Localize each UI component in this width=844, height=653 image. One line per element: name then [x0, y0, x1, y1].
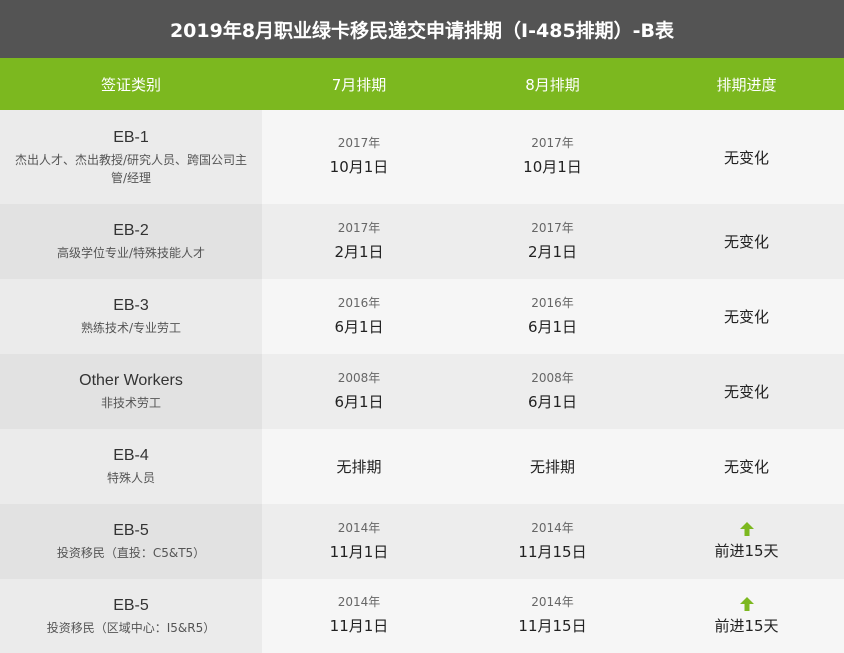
- july-year: 2014年: [337, 520, 381, 535]
- july-year: 2017年: [337, 220, 381, 235]
- arrow-up-icon: [739, 522, 754, 536]
- category-cell: EB-3 熟练技术/专业劳工: [0, 279, 262, 354]
- july-date: 2月1日: [334, 242, 384, 261]
- july-cell: 2014年 11月1日: [262, 504, 456, 579]
- july-cell: 2017年 2月1日: [262, 204, 456, 279]
- category-cell: EB-4 特殊人员: [0, 429, 262, 504]
- category-desc: 特殊人员: [106, 471, 155, 485]
- category-name: Other Workers: [79, 372, 183, 389]
- header-july-date: 7月排期: [331, 75, 387, 94]
- category-name: EB-5: [113, 596, 149, 614]
- progress-cell: 无变化: [649, 110, 844, 204]
- july-date: 11月1日: [329, 617, 389, 635]
- august-year: 2014年: [531, 520, 574, 535]
- progress-cell: 无变化: [649, 279, 844, 354]
- july-year: 2014年: [337, 595, 381, 609]
- table-row: EB-5 投资移民（区域中心：I5&R5） 2014年 11月1日 2014年 …: [0, 579, 844, 653]
- progress-text: 无变化: [723, 458, 769, 476]
- august-year: 2008年: [531, 370, 574, 385]
- august-date: 10月1日: [523, 158, 582, 176]
- august-date: 6月1日: [527, 392, 578, 411]
- category-name: EB-4: [113, 447, 149, 464]
- table-row: EB-4 特殊人员 无排期 无排期 无变化: [0, 429, 844, 504]
- august-cell: 2014年 11月15日: [456, 579, 649, 653]
- progress-text: 无变化: [723, 148, 769, 167]
- july-cell: 无排期: [262, 429, 456, 504]
- progress-text: 无变化: [723, 233, 769, 251]
- august-date: 11月15日: [518, 617, 587, 635]
- category-cell: Other Workers 非技术劳工: [0, 354, 262, 429]
- progress-cell: 前进15天: [649, 504, 844, 579]
- category-name: EB-3: [113, 297, 149, 314]
- august-cell: 2017年 2月1日: [456, 204, 649, 279]
- august-date: 2月1日: [527, 242, 578, 261]
- category-name: EB-5: [113, 522, 149, 539]
- august-cell: 2017年 10月1日: [456, 110, 649, 204]
- header-august-date: 8月排期: [525, 75, 580, 94]
- august-date: 11月15日: [518, 542, 587, 561]
- july-date: 6月1日: [334, 317, 384, 336]
- august-cell: 2008年 6月1日: [456, 354, 649, 429]
- august-year: 2017年: [531, 136, 574, 150]
- category-name: EB-1: [113, 128, 149, 146]
- july-year: 2008年: [337, 370, 381, 385]
- table-row: EB-1 杰出人才、杰出教授/研究人员、跨国公司主管/经理 2017年 10月1…: [0, 110, 844, 204]
- july-cell: 2016年 6月1日: [262, 279, 456, 354]
- category-desc: 熟练技术/专业劳工: [80, 321, 182, 335]
- category-cell: EB-5 投资移民（区域中心：I5&R5）: [0, 579, 262, 653]
- progress-cell: 前进15天: [649, 579, 844, 653]
- category-cell: EB-5 投资移民（直投：C5&T5）: [0, 504, 262, 579]
- july-date: 10月1日: [329, 158, 389, 176]
- july-date: 6月1日: [334, 392, 384, 411]
- table-header: 签证类别 7月排期 8月排期 排期进度: [0, 58, 844, 110]
- header-visa-category: 签证类别: [100, 75, 161, 94]
- category-desc: 杰出人才、杰出教授/研究人员、跨国公司主管/经理: [14, 152, 248, 185]
- progress-cell: 无变化: [649, 204, 844, 279]
- progress-text: 无变化: [723, 383, 769, 401]
- table-row: EB-3 熟练技术/专业劳工 2016年 6月1日 2016年 6月1日 无变化: [0, 279, 844, 354]
- july-cell: 2008年 6月1日: [262, 354, 456, 429]
- category-name: EB-2: [113, 222, 149, 239]
- august-text: 无排期: [529, 458, 575, 476]
- progress-cell: 无变化: [649, 429, 844, 504]
- august-year: 2016年: [531, 295, 574, 310]
- table-row: EB-2 高级学位专业/特殊技能人才 2017年 2月1日 2017年 2月1日…: [0, 204, 844, 279]
- july-text: 无排期: [336, 458, 382, 476]
- table-title: 2019年8月职业绿卡移民递交申请排期（I-485排期）-B表: [0, 0, 844, 58]
- category-desc: 非技术劳工: [100, 396, 161, 410]
- july-year: 2016年: [337, 295, 381, 310]
- arrow-up-icon: [739, 596, 754, 611]
- table-row: EB-5 投资移民（直投：C5&T5） 2014年 11月1日 2014年 11…: [0, 504, 844, 579]
- category-cell: EB-2 高级学位专业/特殊技能人才: [0, 204, 262, 279]
- august-year: 2017年: [531, 220, 574, 235]
- august-cell: 2016年 6月1日: [456, 279, 649, 354]
- category-desc: 高级学位专业/特殊技能人才: [56, 246, 206, 260]
- progress-cell: 无变化: [649, 354, 844, 429]
- progress-text: 无变化: [723, 308, 769, 326]
- header-progress: 排期进度: [716, 75, 777, 94]
- category-cell: EB-1 杰出人才、杰出教授/研究人员、跨国公司主管/经理: [0, 110, 262, 204]
- table-row: Other Workers 非技术劳工 2008年 6月1日 2008年 6月1…: [0, 354, 844, 429]
- progress-text: 前进15天: [714, 542, 779, 560]
- august-date: 6月1日: [527, 317, 578, 336]
- july-cell: 2017年 10月1日: [262, 110, 456, 204]
- july-year: 2017年: [337, 136, 381, 150]
- august-year: 2014年: [531, 595, 574, 609]
- august-cell: 2014年 11月15日: [456, 504, 649, 579]
- category-desc: 投资移民（区域中心：I5&R5）: [46, 620, 216, 635]
- progress-text: 前进15天: [714, 616, 779, 635]
- july-date: 11月1日: [329, 542, 389, 561]
- july-cell: 2014年 11月1日: [262, 579, 456, 653]
- august-cell: 无排期: [456, 429, 649, 504]
- category-desc: 投资移民（直投：C5&T5）: [56, 546, 206, 560]
